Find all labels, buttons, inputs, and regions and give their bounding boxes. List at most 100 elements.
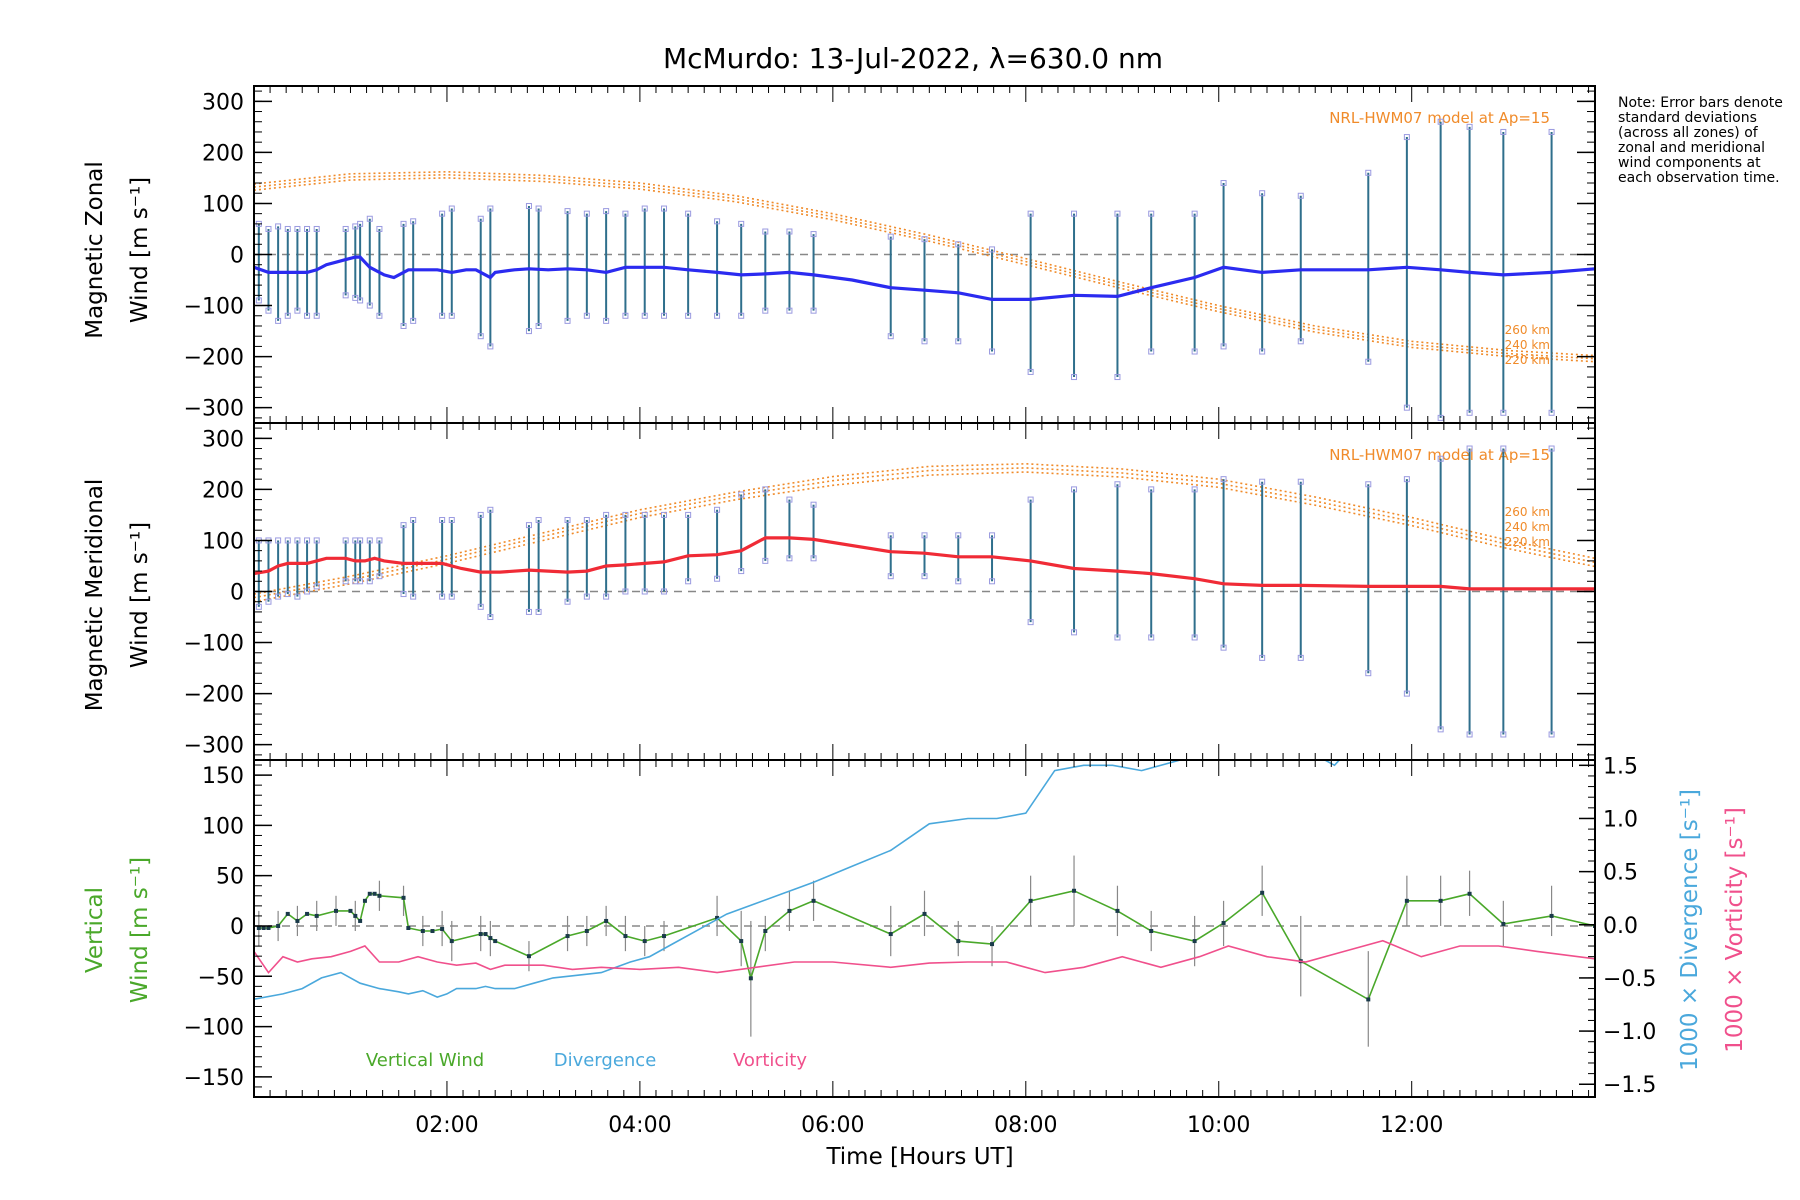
zone-marker [1437, 414, 1444, 421]
zone-marker [1114, 210, 1121, 217]
zone-marker [342, 578, 349, 585]
zone-marker [762, 307, 769, 314]
vertical-wind-point [449, 939, 454, 944]
zone-marker [357, 297, 364, 304]
zone-marker [477, 215, 484, 222]
vertical-wind-point [353, 913, 358, 918]
zone-marker [641, 588, 648, 595]
y-tick-label: 150 [202, 764, 244, 789]
vertical-wind-point [1549, 913, 1554, 918]
zone-marker [887, 333, 894, 340]
legend-vorticity: Vorticity [733, 1050, 807, 1071]
x-tick-label: 08:00 [994, 1113, 1057, 1138]
zone-marker [714, 575, 721, 582]
zone-marker [1365, 481, 1372, 488]
zone-marker [357, 537, 364, 544]
zone-marker [1548, 445, 1555, 452]
vertical-wind-point [642, 939, 647, 944]
vertical-wind-point [430, 929, 435, 934]
zone-marker [738, 312, 745, 319]
zone-marker [1027, 368, 1034, 375]
zone-marker [989, 348, 996, 355]
zone-marker [989, 246, 996, 253]
zone-marker [714, 506, 721, 513]
zone-marker [921, 236, 928, 243]
vertical-wind-point [1501, 921, 1506, 926]
zone-marker [583, 210, 590, 217]
y-tick-label: −150 [184, 1066, 244, 1091]
zone-marker [284, 591, 291, 598]
zonal-series-line [253, 255, 1596, 301]
vertical-ylabel-line2: Wind [m s⁻¹] [127, 857, 153, 1003]
meridional-ylabel-line1: Magnetic Meridional [82, 479, 108, 712]
y-tick-label: 300 [202, 90, 244, 115]
zone-marker [448, 517, 455, 524]
model-curve-1 [253, 467, 1596, 599]
vertical-wind-point [739, 939, 744, 944]
vertical-wind-point [1438, 898, 1443, 903]
meridional-ylabel-line2: Wind [m s⁻¹] [127, 522, 153, 668]
zone-marker [955, 578, 962, 585]
zone-marker [1191, 486, 1198, 493]
y-tick-label: −50 [198, 965, 244, 990]
zone-marker [762, 557, 769, 564]
zone-marker [1365, 169, 1372, 176]
zone-marker [1500, 731, 1507, 738]
zone-marker [400, 220, 407, 227]
zone-marker [1466, 123, 1473, 130]
zone-marker [304, 312, 311, 319]
vertical-wind-point [334, 908, 339, 913]
zone-marker [622, 588, 629, 595]
zone-marker [410, 218, 417, 225]
zone-marker [1365, 670, 1372, 677]
zone-marker [810, 501, 817, 508]
vertical-wind-point [367, 891, 372, 896]
y2-tick-label: 1.5 [1603, 754, 1638, 779]
zone-marker [583, 312, 590, 319]
y2-tick-label: −0.5 [1603, 967, 1656, 992]
vertical-wind-point [1221, 920, 1226, 925]
zone-marker [564, 208, 571, 215]
zone-marker [685, 511, 692, 518]
zone-marker [1027, 496, 1034, 503]
zone-marker [1071, 210, 1078, 217]
y-tick-label: 100 [202, 529, 244, 554]
zone-marker [622, 312, 629, 319]
zone-marker [313, 225, 320, 232]
vertical-wind-point [604, 918, 609, 923]
zone-marker [487, 614, 494, 621]
model-altitude-label: 220 km [1505, 535, 1550, 549]
x-tick-label: 12:00 [1380, 1113, 1443, 1138]
zone-marker [1191, 210, 1198, 217]
vertical-wind-point [488, 936, 493, 941]
zone-marker [1148, 348, 1155, 355]
y2-tick-label: −1.5 [1603, 1073, 1656, 1098]
model-curve-0 [253, 170, 1596, 357]
y-tick-label: −100 [184, 295, 244, 320]
zone-marker [487, 205, 494, 212]
zone-marker [1027, 210, 1034, 217]
y2-tick-label: −1.0 [1603, 1020, 1656, 1045]
zone-marker [786, 307, 793, 314]
zone-marker [738, 568, 745, 575]
model-curve-2 [253, 177, 1596, 363]
zone-marker [786, 496, 793, 503]
zone-marker [294, 537, 301, 544]
zone-marker [304, 225, 311, 232]
y-tick-label: 200 [202, 141, 244, 166]
vertical-wind-panel: Vertical Wind Divergence Vorticity 1.5 1.0 0.… [184, 754, 1657, 1098]
zone-marker [641, 511, 648, 518]
zone-marker [661, 205, 668, 212]
zone-marker [342, 225, 349, 232]
vertical-wind-point [1366, 997, 1371, 1002]
vertical-wind-point [1192, 939, 1197, 944]
zone-marker [603, 208, 610, 215]
model-label: NRL-HWM07 model at Ap=15 [1329, 109, 1550, 127]
zone-marker [294, 593, 301, 600]
zone-marker [400, 322, 407, 329]
zone-marker [525, 202, 532, 209]
y-tick-label: 50 [216, 865, 244, 890]
zone-marker [955, 532, 962, 539]
